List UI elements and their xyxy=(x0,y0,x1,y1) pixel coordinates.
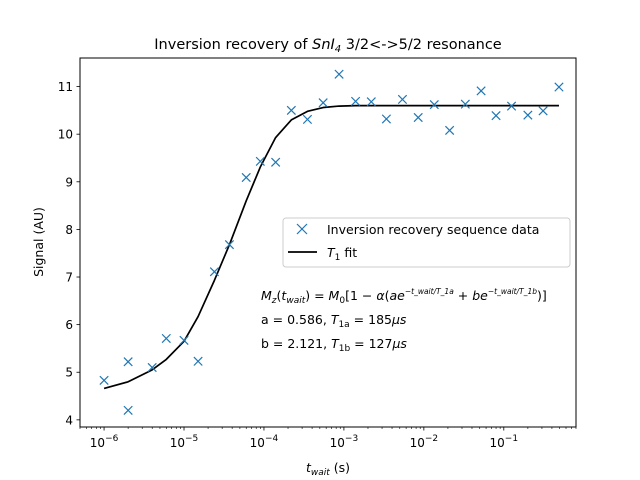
data-point-19 xyxy=(397,94,408,105)
x-axis-label: twait (s) xyxy=(306,460,350,478)
x-tick-label-4: 10−2 xyxy=(410,434,439,450)
axes-frame xyxy=(79,57,577,428)
data-point-8 xyxy=(224,240,235,250)
data-point-0 xyxy=(99,375,109,385)
y-tick-label-0: 4 xyxy=(65,413,73,427)
y-tick-label-7: 11 xyxy=(58,80,73,94)
data-point-23 xyxy=(460,99,470,109)
data-point-1 xyxy=(123,357,133,367)
data-point-11 xyxy=(271,157,281,167)
legend-marker-data xyxy=(296,223,308,235)
y-tick-label-6: 10 xyxy=(58,128,73,142)
y-tick-label-5: 9 xyxy=(65,175,73,189)
data-point-2 xyxy=(123,405,133,415)
data-point-10 xyxy=(255,156,265,166)
data-point-27 xyxy=(523,110,533,120)
plot-area: 10−6 10−5 10−4 10−3 10−2 10−1 4 5 6 7 8 9 10 11 xyxy=(58,57,577,450)
y-tick-label-4: 8 xyxy=(65,223,73,237)
annotation-param-a: a = 0.586, T1a = 185μs xyxy=(261,312,407,330)
data-point-22 xyxy=(444,125,455,135)
data-point-25 xyxy=(491,110,501,121)
legend: Inversion recovery sequence data T1 fit xyxy=(282,217,571,268)
x-tick-label-1: 10−5 xyxy=(170,434,199,450)
data-point-13 xyxy=(302,114,313,125)
legend-label-fit: T1 fit xyxy=(327,245,357,263)
data-point-16 xyxy=(350,96,361,106)
x-tick-label-2: 10−4 xyxy=(250,434,279,450)
data-point-20 xyxy=(413,112,423,123)
data-point-21 xyxy=(429,100,439,110)
data-point-5 xyxy=(179,335,189,345)
annotation-equation: Mz(twait) = M0[1 − α(ae−t_wait/T_1a + be… xyxy=(261,287,547,306)
data-point-6 xyxy=(193,356,203,366)
data-point-15 xyxy=(334,69,344,79)
data-point-28 xyxy=(538,106,548,116)
data-point-12 xyxy=(286,105,296,115)
data-point-4 xyxy=(161,333,171,344)
x-tick-label-5: 10−1 xyxy=(490,434,519,450)
x-tick-label-3: 10−3 xyxy=(330,434,359,450)
data-point-17 xyxy=(366,97,376,107)
chart-title: Inversion recovery of SnI4 3/2<->5/2 res… xyxy=(154,37,502,55)
data-point-18 xyxy=(381,114,392,124)
data-point-14 xyxy=(318,98,328,108)
data-point-29 xyxy=(554,82,564,92)
data-point-7 xyxy=(209,267,220,277)
data-point-9 xyxy=(241,172,251,183)
y-tick-label-1: 5 xyxy=(65,366,73,380)
x-tick-label-0: 10−6 xyxy=(90,434,119,450)
annotation-param-b: b = 2.121, T1b = 127μs xyxy=(261,336,407,354)
data-point-26 xyxy=(506,101,517,111)
legend-frame xyxy=(282,217,571,268)
y-axis-label: Signal (AU) xyxy=(31,207,46,277)
data-point-3 xyxy=(147,362,157,373)
fit-line xyxy=(103,104,559,390)
legend-label-data: Inversion recovery sequence data xyxy=(327,222,539,237)
y-tick-label-2: 6 xyxy=(65,318,73,332)
y-tick-label-3: 7 xyxy=(65,271,73,285)
data-point-24 xyxy=(476,86,486,96)
